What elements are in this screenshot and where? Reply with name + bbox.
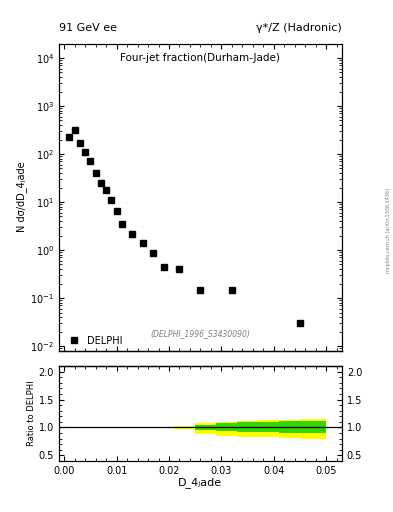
Legend: DELPHI: DELPHI — [64, 336, 123, 346]
Text: mcplots.cern.ch [arXiv:1306.3436]: mcplots.cern.ch [arXiv:1306.3436] — [386, 188, 391, 273]
Text: 91 GeV ee: 91 GeV ee — [59, 23, 117, 33]
Text: Four-jet fraction(Durham-Jade): Four-jet fraction(Durham-Jade) — [121, 53, 280, 63]
Y-axis label: Ratio to DELPHI: Ratio to DELPHI — [27, 380, 36, 446]
Text: γ*/Z (Hadronic): γ*/Z (Hadronic) — [256, 23, 342, 33]
Text: (DELPHI_1996_S3430090): (DELPHI_1996_S3430090) — [151, 329, 250, 338]
X-axis label: D_4ⱼade: D_4ⱼade — [178, 477, 222, 488]
Y-axis label: N dσ/dD_4ⱼade: N dσ/dD_4ⱼade — [17, 162, 28, 232]
